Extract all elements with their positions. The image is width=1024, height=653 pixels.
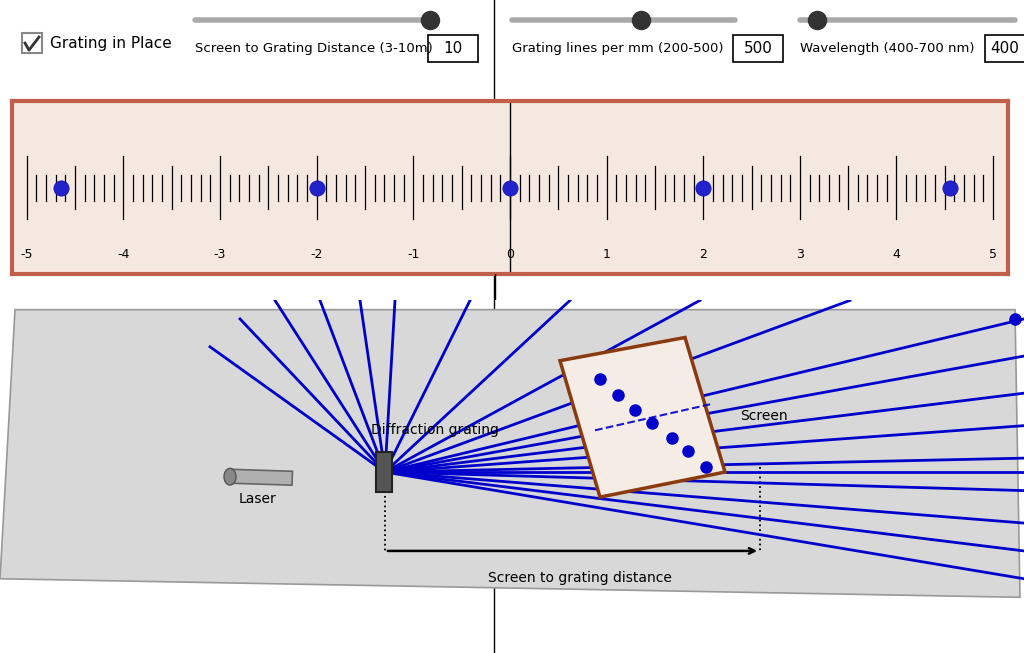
- Text: Wavelength (400-700 nm): Wavelength (400-700 nm): [800, 42, 975, 55]
- Text: 0: 0: [506, 248, 514, 261]
- FancyBboxPatch shape: [428, 35, 478, 62]
- Bar: [22, 33, 42, 53]
- Ellipse shape: [224, 468, 236, 485]
- Text: -2: -2: [310, 248, 323, 261]
- Text: 4: 4: [893, 248, 900, 261]
- Polygon shape: [0, 310, 1020, 597]
- Bar: [230, 470, 293, 485]
- Polygon shape: [560, 338, 725, 497]
- Text: Grating lines per mm (200-500): Grating lines per mm (200-500): [512, 42, 724, 55]
- Text: 400: 400: [990, 40, 1020, 56]
- Text: 2: 2: [699, 248, 708, 261]
- Bar: [376, 452, 392, 492]
- FancyBboxPatch shape: [733, 35, 783, 62]
- FancyBboxPatch shape: [985, 35, 1024, 62]
- Text: -5: -5: [20, 248, 33, 261]
- Text: Screen to Grating Distance (3-10m): Screen to Grating Distance (3-10m): [195, 42, 433, 55]
- Text: Screen: Screen: [740, 409, 787, 423]
- Text: 500: 500: [743, 40, 772, 56]
- Text: 3: 3: [796, 248, 804, 261]
- Text: 10: 10: [443, 40, 463, 56]
- Text: -1: -1: [408, 248, 420, 261]
- Text: Grating in Place: Grating in Place: [50, 35, 172, 50]
- Text: Laser: Laser: [240, 492, 276, 505]
- Text: 1: 1: [603, 248, 610, 261]
- Text: Screen to grating distance: Screen to grating distance: [488, 571, 672, 585]
- Text: 5: 5: [989, 248, 997, 261]
- Text: -3: -3: [214, 248, 226, 261]
- Text: Diffraction grating: Diffraction grating: [371, 423, 499, 438]
- Text: -4: -4: [117, 248, 130, 261]
